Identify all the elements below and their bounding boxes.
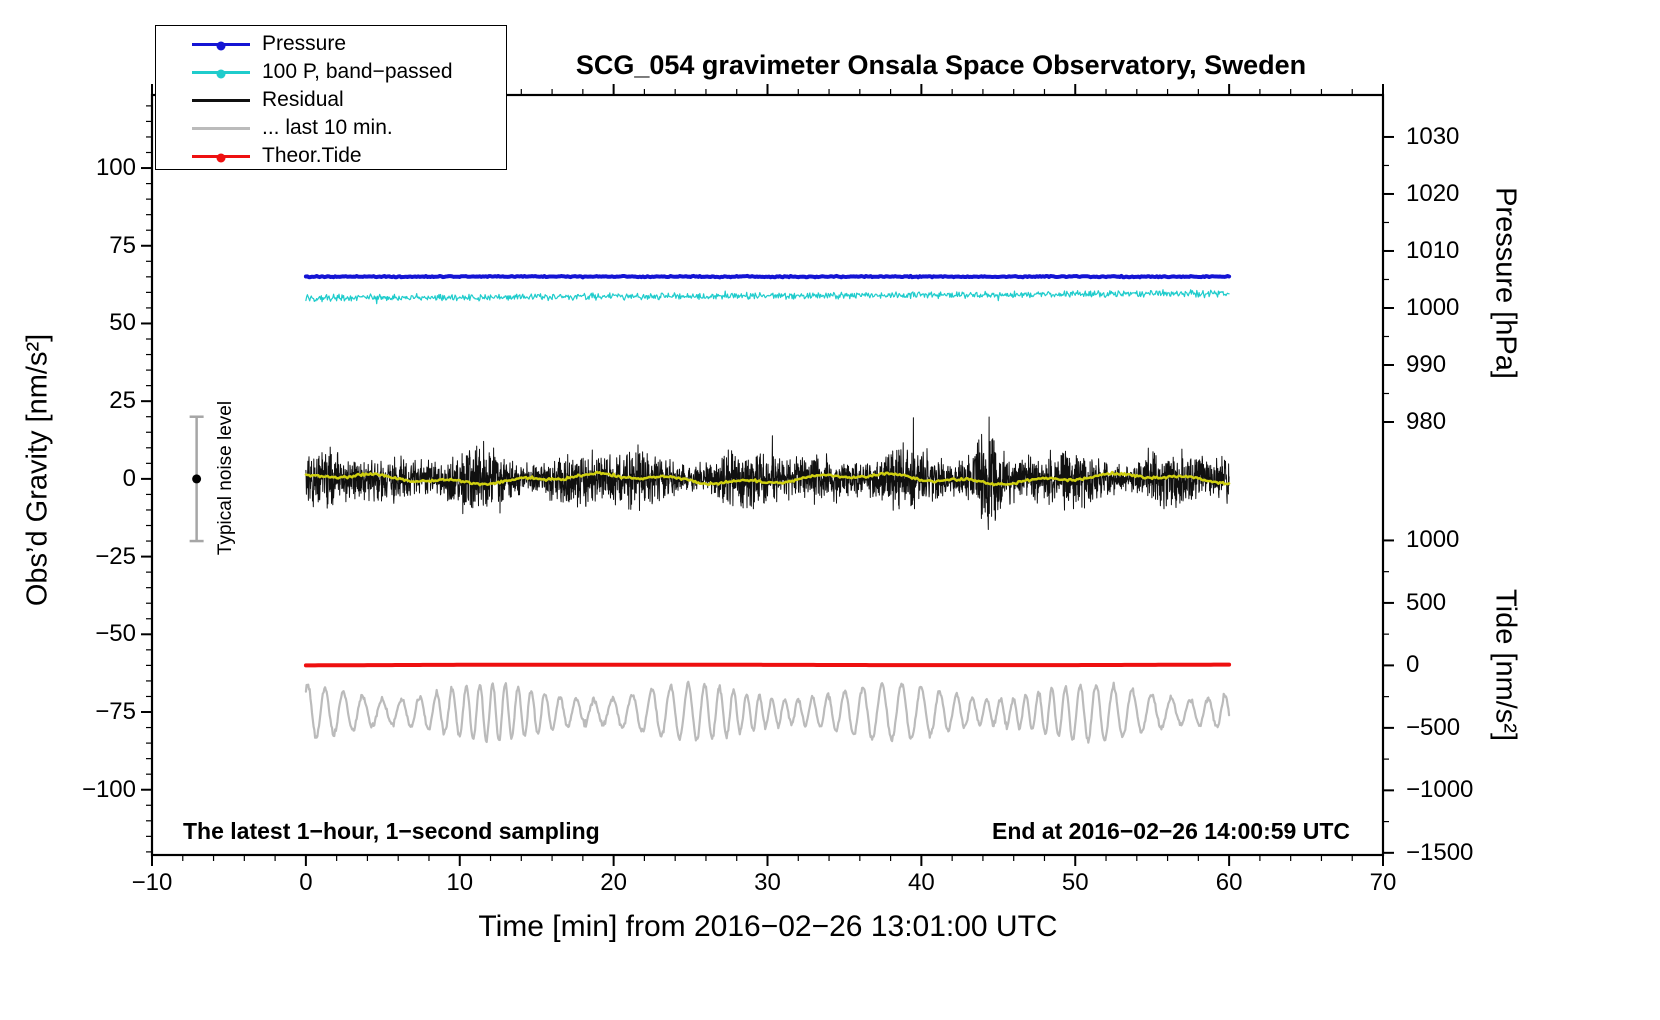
- last-10-min-series-line: [304, 680, 1231, 744]
- pressure-tick-label: 1020: [1406, 179, 1460, 207]
- pressure-tick-label: 990: [1406, 350, 1447, 378]
- legend-item-pressure: Pressure: [156, 30, 506, 58]
- theor-tide-swatch-line: [192, 153, 250, 162]
- sampling-note: The latest 1−hour, 1−second sampling: [183, 818, 600, 844]
- 100-p-band-passed-swatch-dot: [216, 69, 226, 78]
- legend-label: 100 P, band−passed: [262, 60, 453, 83]
- last-10-min-swatch-line: [192, 126, 250, 130]
- noise-level-label: Typical noise level: [215, 400, 236, 556]
- legend-label: Pressure: [262, 32, 347, 55]
- tide-tick-label: −500: [1406, 713, 1461, 741]
- gravity-tick-label: −100: [81, 775, 136, 803]
- x-tick-label: 0: [299, 869, 313, 896]
- legend-item-residual: Residual: [156, 86, 506, 114]
- noise-level-errorbar: [189, 415, 204, 543]
- x-tick-label: 70: [1369, 869, 1397, 896]
- tide-tick-label: −1000: [1406, 776, 1474, 804]
- tide-tick-label: −1500: [1406, 838, 1474, 866]
- x-tick-label: 40: [908, 869, 935, 896]
- gravity-tick-label: 25: [109, 387, 136, 415]
- legend-item-last-10-min: ... last 10 min.: [156, 114, 506, 142]
- tide-tick-label: 0: [1406, 651, 1420, 679]
- gravity-tick-label: 75: [109, 231, 136, 259]
- gravity-tick-label: −75: [95, 698, 136, 725]
- x-tick-label: 60: [1215, 869, 1243, 896]
- pressure-tick-label: 1030: [1406, 122, 1460, 150]
- pressure-tick-label: 980: [1406, 408, 1447, 435]
- tide-tick-label: 1000: [1406, 526, 1460, 554]
- x-tick-label: 20: [600, 869, 627, 896]
- gravity-tick-label: 50: [109, 309, 136, 337]
- gravity-tick-label: 100: [95, 154, 136, 182]
- theor-tide-swatch-dot: [216, 153, 226, 162]
- gravity-axis-label: Obs’d Gravity [nm/s²]: [21, 333, 54, 607]
- x-axis-label: Time [min] from 2016−02−26 13:01:00 UTC: [478, 910, 1058, 943]
- 100-p-band-passed-series-line: [305, 289, 1230, 305]
- pressure-swatch-line: [192, 41, 250, 50]
- pressure-tick-label: 1010: [1406, 236, 1460, 264]
- end-time-note: End at 2016−02−26 14:00:59 UTC: [992, 818, 1350, 844]
- legend-label: Residual: [262, 88, 344, 111]
- pressure-tick-label: 1000: [1406, 293, 1460, 321]
- legend-item-theor-tide: Theor.Tide: [156, 142, 506, 170]
- x-tick-label: 50: [1061, 869, 1089, 896]
- legend-item-100-p-band-passed: 100 P, band−passed: [156, 58, 506, 86]
- tide-axis-label: Tide [nm/s²]: [1489, 588, 1522, 742]
- 100-p-band-passed-swatch-line: [192, 69, 250, 78]
- gravity-tick-label: −50: [95, 620, 136, 648]
- gravity-tick-label: 0: [122, 464, 136, 492]
- theor-tide-series-line: [303, 662, 1232, 668]
- legend-label: ... last 10 min.: [262, 116, 393, 139]
- gravity-tick-label: −25: [95, 542, 136, 570]
- noise-level-dot: [192, 474, 202, 484]
- pressure-series-line: [303, 273, 1232, 280]
- tide-tick-label: 500: [1406, 588, 1447, 616]
- residual-swatch-line: [192, 98, 250, 102]
- pressure-swatch-dot: [216, 41, 226, 50]
- residual-series-line: [305, 416, 1230, 530]
- residual-smoothed-series-line: [304, 470, 1231, 487]
- legend: Pressure 100 P, band−passed Residual ... la…: [155, 25, 507, 170]
- legend-label: Theor.Tide: [262, 144, 362, 167]
- x-tick-label: 30: [754, 869, 781, 896]
- pressure-axis-label: Pressure [hPa]: [1489, 187, 1522, 379]
- x-tick-label: 10: [446, 869, 474, 896]
- chart-title: SCG_054 gravimeter Onsala Space Observat…: [575, 50, 1307, 80]
- x-tick-label: −10: [131, 869, 173, 896]
